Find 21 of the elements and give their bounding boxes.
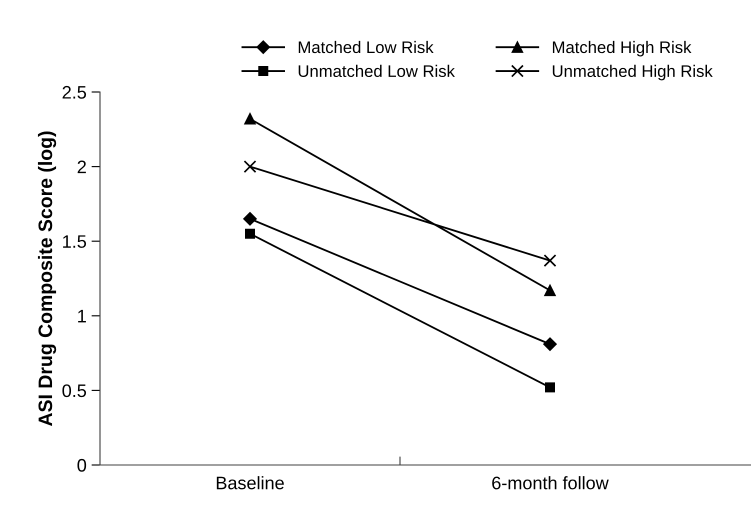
y-tick-label: 1.5 — [63, 235, 86, 248]
x-tick-label: Baseline — [216, 476, 284, 490]
y-tick-label: 0.5 — [62, 384, 86, 398]
point — [244, 160, 256, 173]
point — [544, 284, 556, 296]
y-tick-label: 2.5 — [62, 86, 86, 99]
point — [544, 254, 556, 267]
y-axis-title: ASI Drug Composite Score (log) — [38, 131, 56, 426]
legend-label: Unmatched Low Risk — [298, 64, 455, 78]
legend-label: Unmatched High Risk — [552, 64, 713, 80]
legend-label: Matched High Risk — [552, 40, 692, 56]
legend-label: Matched Low Risk — [298, 40, 434, 54]
y-tick-label: 1 — [78, 310, 86, 322]
point — [244, 113, 256, 125]
x-tick-label: 6-month follow — [492, 476, 609, 490]
point — [245, 228, 255, 239]
point — [543, 337, 557, 351]
point — [243, 212, 257, 226]
point — [545, 382, 555, 392]
y-tick-label: 0 — [77, 458, 86, 472]
y-tick-label: 2 — [78, 160, 86, 174]
